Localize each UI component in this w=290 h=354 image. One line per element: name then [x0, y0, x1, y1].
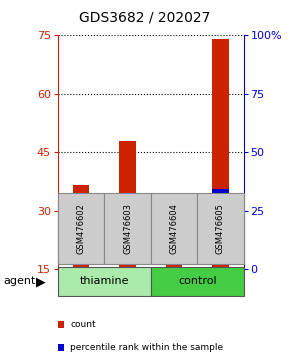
Text: GSM476605: GSM476605: [216, 203, 225, 254]
Bar: [119, 206, 136, 211]
Bar: [212, 39, 229, 269]
Text: count: count: [70, 320, 96, 329]
Bar: [212, 189, 229, 194]
Text: ▶: ▶: [36, 275, 46, 288]
Text: GDS3682 / 202027: GDS3682 / 202027: [79, 11, 211, 25]
Text: percentile rank within the sample: percentile rank within the sample: [70, 343, 223, 352]
Bar: [119, 141, 136, 269]
Bar: [73, 216, 89, 221]
Bar: [166, 243, 182, 248]
Bar: [73, 185, 89, 269]
Text: control: control: [178, 276, 217, 286]
Text: GSM476602: GSM476602: [77, 203, 86, 254]
Bar: [166, 257, 182, 269]
Text: thiamine: thiamine: [80, 276, 129, 286]
Text: agent: agent: [3, 276, 35, 286]
Text: GSM476603: GSM476603: [123, 203, 132, 254]
Text: GSM476604: GSM476604: [169, 203, 179, 254]
